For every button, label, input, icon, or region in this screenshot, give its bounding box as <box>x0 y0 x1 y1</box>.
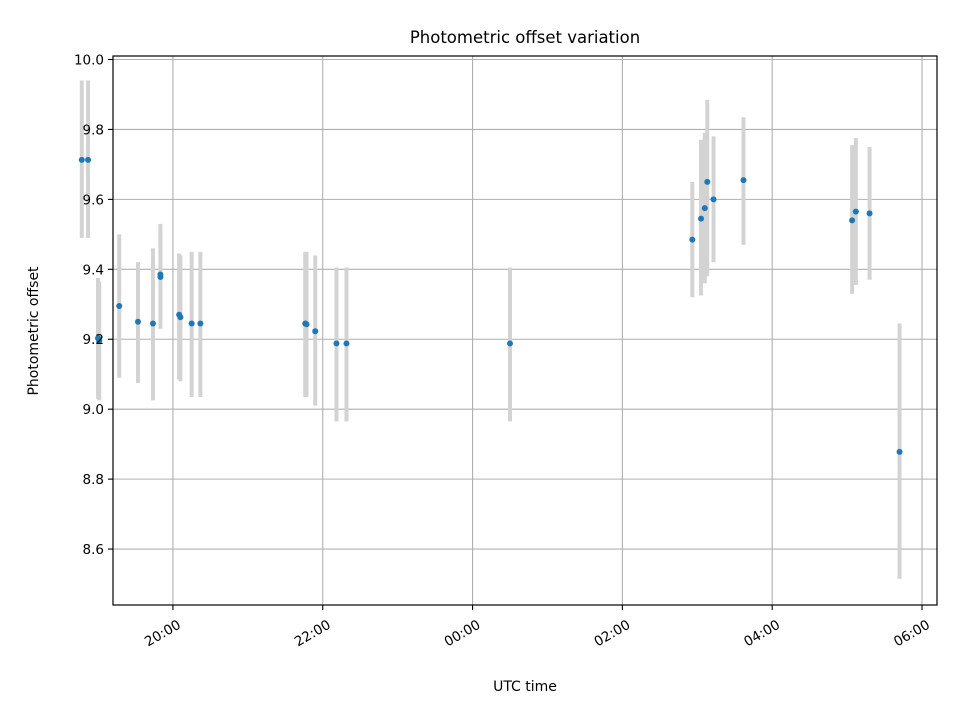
x-tick-label: 04:00 <box>741 617 783 650</box>
y-axis-label: Photometric offset <box>26 266 42 396</box>
data-point <box>343 340 350 347</box>
data-point <box>507 340 514 347</box>
data-point <box>157 273 164 280</box>
x-tick-label: 02:00 <box>591 617 633 650</box>
data-point <box>85 156 92 163</box>
y-tick-label: 9.6 <box>83 192 104 208</box>
data-point <box>303 321 310 328</box>
data-point <box>177 314 184 321</box>
data-points <box>78 156 903 455</box>
data-point <box>698 215 705 222</box>
data-point <box>333 340 340 347</box>
x-tick-label: 00:00 <box>442 617 484 650</box>
y-tick-label: 9.0 <box>83 402 104 418</box>
data-point <box>852 208 859 215</box>
data-point <box>740 177 747 184</box>
x-tick-label: 06:00 <box>891 617 933 650</box>
grid <box>113 56 937 605</box>
data-point <box>116 303 123 310</box>
data-point <box>849 217 856 224</box>
y-tick-label: 8.8 <box>83 472 104 488</box>
axis-ticks: 20:00 22:00 00:00 02:00 04:00 06:00 8.6 8.8 9.0 9… <box>74 52 933 650</box>
data-point <box>710 196 717 203</box>
plot-frame <box>112 55 938 606</box>
y-tick-label: 9.8 <box>83 122 104 138</box>
data-point <box>866 210 873 217</box>
data-point <box>704 178 711 185</box>
data-point <box>149 320 156 327</box>
x-tick-label: 20:00 <box>142 617 184 650</box>
data-point <box>197 320 204 327</box>
error-bars <box>79 80 902 579</box>
y-tick-label: 8.6 <box>83 542 104 558</box>
data-point <box>78 156 85 163</box>
data-point <box>134 318 141 325</box>
chart-title: Photometric offset variation <box>410 28 640 47</box>
y-tick-label: 9.2 <box>83 332 104 348</box>
data-point <box>188 320 195 327</box>
data-point <box>312 328 319 335</box>
data-point <box>701 205 708 212</box>
y-tick-label: 10.0 <box>74 52 104 68</box>
y-tick-label: 9.4 <box>83 262 104 278</box>
data-point <box>896 448 903 455</box>
data-point <box>689 236 696 243</box>
x-axis-label: UTC time <box>493 679 557 695</box>
data-point <box>96 337 103 344</box>
x-tick-label: 22:00 <box>292 617 334 650</box>
